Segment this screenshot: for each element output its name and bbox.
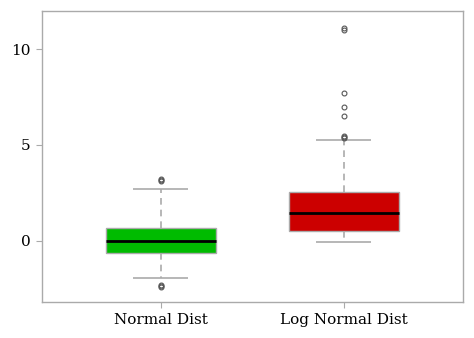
Bar <box>106 228 216 254</box>
Bar <box>289 192 399 231</box>
